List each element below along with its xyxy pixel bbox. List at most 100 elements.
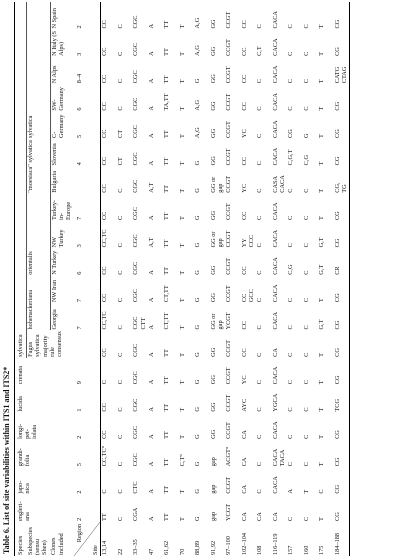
site-row: 97–100 YCGT CCGT ACGT° CCGT CCGT CCGT CCGT YCGT C… bbox=[225, 2, 241, 556]
site-state: CG bbox=[333, 111, 350, 139]
site-state: T bbox=[178, 216, 186, 221]
species-label: Species bbox=[14, 522, 27, 556]
site-state: C bbox=[287, 462, 295, 467]
site-state: TT bbox=[163, 130, 171, 138]
site-state: TT bbox=[163, 485, 171, 494]
site-state: A bbox=[147, 461, 155, 467]
site-state: CG bbox=[333, 494, 350, 522]
site-row: 61,62 TT TT TT TT TT TT TT CT,TT CT,TT TT TT TT TT TT T… bbox=[163, 2, 179, 556]
species-name: engleri- ana bbox=[14, 494, 75, 522]
site-state: C bbox=[287, 243, 295, 248]
site-state: T bbox=[318, 106, 326, 111]
site-state: GG bbox=[209, 347, 217, 357]
site-state: T bbox=[318, 352, 326, 357]
site-state: G bbox=[194, 379, 202, 385]
site-number: 13,14 bbox=[101, 540, 109, 555]
site-row: 102–104 CA CA CA CA AYC YC CC CC CC GCC CC YY CCC CC… bbox=[241, 2, 257, 556]
site-number: 175 bbox=[318, 545, 326, 555]
site-state: CCGT bbox=[225, 257, 233, 275]
site-state: C bbox=[116, 407, 124, 412]
site-state: C bbox=[116, 51, 124, 56]
site-row: 160 C T C C C C C C C C C C C C,G G C C C C bbox=[303, 2, 319, 556]
site-state: CACA bbox=[271, 229, 279, 248]
site-state: CCGT bbox=[225, 422, 233, 439]
species-name: sylvatica bbox=[14, 2, 27, 358]
site-state: C bbox=[302, 79, 310, 84]
site-state: C bbox=[116, 352, 124, 357]
site-state: CT,TT bbox=[163, 312, 171, 330]
site-state: CGC bbox=[132, 70, 140, 84]
site-state: C bbox=[302, 516, 310, 521]
site-state: A bbox=[147, 160, 155, 166]
site-state: A bbox=[147, 23, 155, 29]
site-state: C bbox=[256, 270, 264, 275]
site-state: C bbox=[256, 352, 264, 357]
site-state: YCGT bbox=[225, 503, 233, 521]
site-state: GG bbox=[209, 128, 217, 138]
site-state: G bbox=[194, 516, 202, 521]
site-row: 22 C C C C C C C C C C C C C CT CT C C C C bbox=[117, 2, 133, 556]
site-state: CG bbox=[333, 193, 350, 222]
site-state: T bbox=[178, 325, 186, 330]
site-state: CACA bbox=[271, 65, 279, 84]
site-state: A bbox=[147, 51, 155, 56]
site-state: TT bbox=[163, 513, 171, 521]
site-state: CCGT bbox=[225, 230, 233, 248]
site-state: T bbox=[302, 489, 310, 494]
site-state: C bbox=[256, 188, 264, 193]
region-value: 3 bbox=[74, 221, 101, 249]
site-state: C bbox=[116, 516, 124, 521]
site-state: CC bbox=[101, 47, 109, 56]
site-state: CGC bbox=[132, 15, 140, 29]
site-state: CACA bbox=[271, 366, 279, 385]
region-value: 2 bbox=[74, 2, 101, 30]
species-name: longi- pet- iolata bbox=[14, 412, 75, 440]
site-number: 97–100 bbox=[225, 536, 233, 555]
site-state: TCG bbox=[333, 385, 350, 413]
region-value: 2 bbox=[74, 467, 101, 495]
site-state: A bbox=[287, 489, 295, 494]
site-state: CGC bbox=[132, 42, 140, 56]
subspecies-label: Subspecies (sensu Shen) bbox=[26, 527, 49, 555]
site-state: TT bbox=[163, 458, 171, 467]
site-state: CC bbox=[240, 266, 248, 275]
site-state: YC bbox=[240, 129, 248, 138]
site-state: ACGT° bbox=[225, 446, 233, 467]
site-state: C bbox=[287, 106, 295, 111]
site-row: 70 T T C,T° T T T T T T T T T T T T T T T T bbox=[179, 2, 195, 556]
site-state: CG bbox=[333, 303, 350, 331]
site-state: C bbox=[256, 215, 264, 221]
site-state: C bbox=[287, 434, 295, 439]
species-name: crenata bbox=[14, 357, 75, 386]
clone-name: N Spain bbox=[50, 8, 58, 29]
site-state: CC bbox=[240, 20, 248, 29]
site-state: C bbox=[116, 325, 124, 330]
site-state: T bbox=[178, 188, 186, 193]
site-state: T bbox=[178, 52, 186, 56]
site-state: CACA TACA bbox=[271, 448, 287, 467]
site-state: C bbox=[116, 462, 124, 467]
species-name: grandi- folia bbox=[14, 439, 75, 468]
site-state: GG bbox=[209, 101, 217, 111]
region-value: 6 bbox=[74, 248, 101, 276]
site-state: CC bbox=[101, 102, 109, 111]
site-state: CC bbox=[101, 403, 109, 412]
site-state: CC bbox=[101, 156, 109, 166]
site-state: T bbox=[318, 407, 326, 412]
site-state: C bbox=[116, 24, 124, 29]
site-state: T bbox=[178, 435, 186, 439]
site-state: CG bbox=[333, 439, 350, 468]
site-state: GG bbox=[209, 429, 217, 439]
site-state: C bbox=[116, 297, 124, 303]
region-label: Region bbox=[76, 524, 84, 543]
site-state: T bbox=[178, 79, 186, 84]
site-state: GG bbox=[209, 19, 217, 29]
site-state: GG bbox=[209, 402, 217, 412]
region-value: 9 bbox=[74, 357, 101, 386]
site-state: C,G,T bbox=[287, 149, 295, 166]
site-state: TT bbox=[163, 75, 171, 84]
site-state: G bbox=[194, 407, 202, 412]
site-state: AYC bbox=[240, 398, 248, 412]
region-value: 2 bbox=[74, 494, 101, 522]
site-state: C,T bbox=[256, 46, 264, 56]
